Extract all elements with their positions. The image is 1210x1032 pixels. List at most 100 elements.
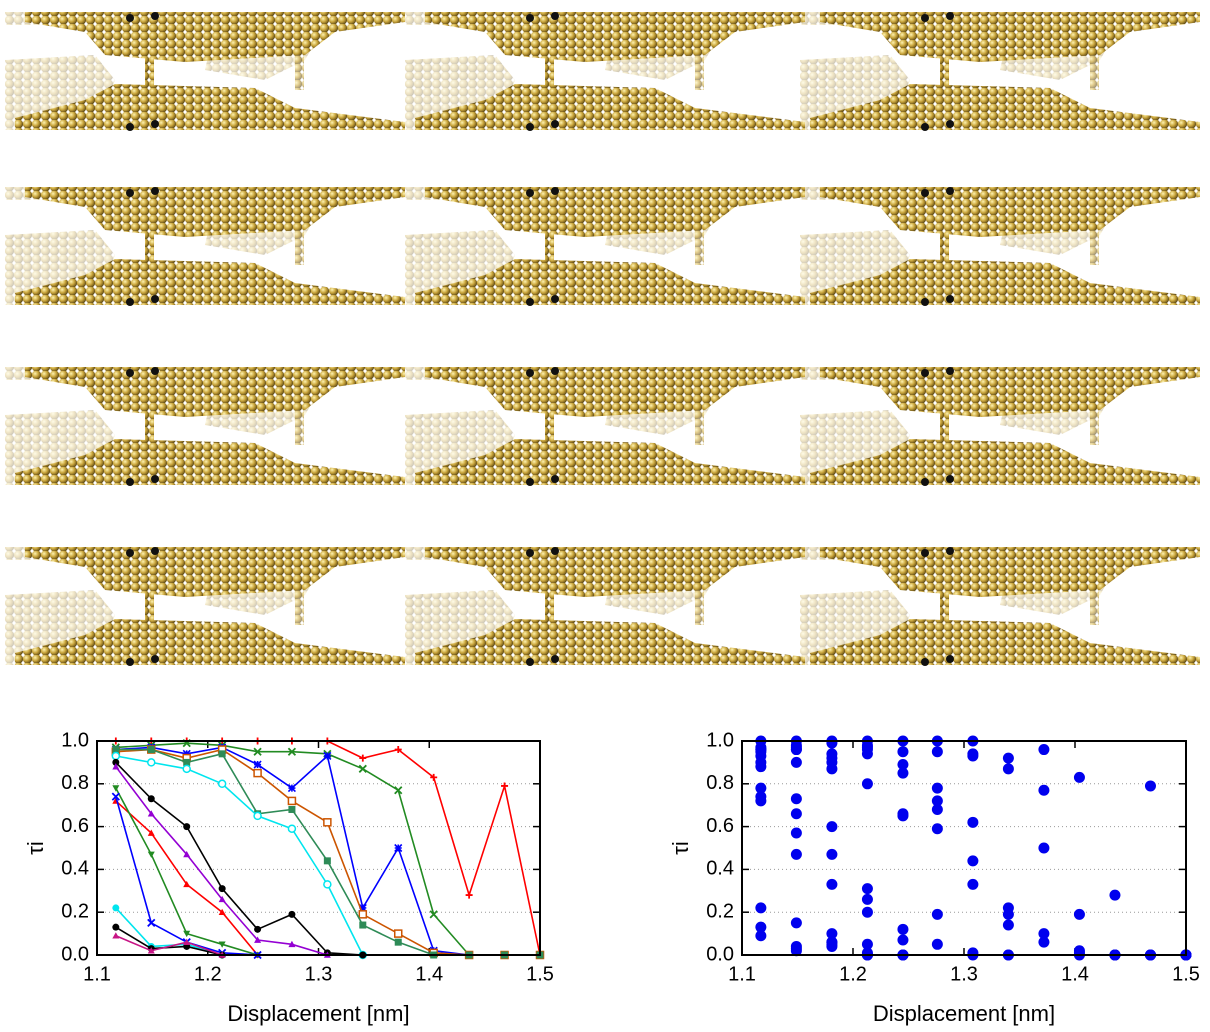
x-tick-label: 1.2 [194, 963, 222, 985]
marker [897, 923, 909, 935]
marker [755, 902, 767, 914]
marker [897, 746, 909, 758]
marker [112, 904, 120, 912]
marker [218, 895, 226, 903]
snapshot [5, 12, 405, 131]
snapshot [800, 547, 1200, 666]
marker [111, 792, 120, 801]
marker [112, 932, 120, 939]
snapshot [405, 547, 805, 666]
series-line [115, 907, 223, 956]
marker [183, 850, 191, 858]
marker [287, 747, 297, 756]
marker [287, 784, 296, 793]
marker [288, 940, 296, 948]
x-axis-label: Displacement [nm] [873, 1001, 1055, 1026]
marker [1109, 889, 1121, 901]
marker [897, 934, 909, 946]
marker [112, 758, 120, 766]
snapshot [800, 187, 1200, 306]
marker [790, 744, 802, 756]
marker [147, 795, 155, 803]
snapshot [5, 547, 405, 666]
x-tick-label: 1.3 [305, 963, 333, 985]
series-line [115, 935, 223, 956]
plot-series [111, 737, 545, 960]
marker [394, 786, 403, 795]
series-line [115, 761, 363, 956]
marker [790, 945, 802, 957]
y-tick-label: 0.4 [61, 858, 89, 880]
marker [323, 857, 331, 865]
marker [147, 829, 155, 836]
y-tick-label: 0.2 [706, 900, 734, 922]
marker [861, 938, 873, 950]
x-tick-label: 1.4 [1061, 963, 1089, 985]
marker [967, 816, 979, 828]
marker [394, 746, 402, 754]
plot-series [755, 735, 1192, 961]
marker [826, 878, 838, 890]
series-line [115, 926, 223, 956]
marker [826, 737, 838, 749]
x-tick-label: 1.1 [728, 963, 756, 985]
marker [1073, 908, 1085, 920]
y-tick-label: 0.2 [61, 900, 89, 922]
marker [1038, 744, 1050, 756]
snapshot [405, 187, 805, 306]
x-tick-label: 1.4 [415, 963, 443, 985]
marker [253, 768, 262, 778]
marker [1038, 784, 1050, 796]
plot-frame [741, 740, 1187, 956]
marker [931, 823, 943, 835]
marker [826, 848, 838, 860]
marker [861, 883, 873, 895]
series-line [115, 755, 364, 956]
marker [112, 746, 120, 754]
marker [359, 921, 367, 929]
marker [755, 921, 767, 933]
marker [147, 851, 155, 858]
marker [826, 821, 838, 833]
marker [323, 880, 332, 889]
marker [147, 758, 156, 767]
marker [755, 930, 767, 942]
marker [931, 803, 943, 815]
snapshot [800, 12, 1200, 131]
marker [183, 758, 191, 766]
marker [254, 925, 262, 933]
marker [147, 746, 155, 754]
marker [1144, 780, 1156, 792]
marker [183, 938, 191, 945]
marker [755, 761, 767, 773]
marker [931, 938, 943, 950]
x-tick-label: 1.3 [950, 963, 978, 985]
marker [931, 782, 943, 794]
marker [897, 767, 909, 779]
marker [218, 885, 226, 893]
marker [218, 908, 226, 915]
marker [288, 805, 296, 813]
marker [254, 936, 262, 943]
marker [755, 782, 767, 794]
marker [394, 843, 403, 853]
snapshots [5, 12, 1200, 666]
marker [1038, 842, 1050, 854]
y-tick-label: 1.0 [61, 729, 89, 751]
marker [861, 906, 873, 918]
y-tick-label: 1.0 [706, 729, 734, 751]
y-tick-label: 0.8 [706, 772, 734, 794]
marker [253, 760, 262, 769]
series-line [115, 748, 540, 956]
marker [861, 748, 873, 760]
marker [253, 747, 262, 756]
x-tick-label: 1.5 [526, 963, 554, 985]
marker [218, 941, 226, 948]
y-axis-label: τi [668, 841, 693, 855]
marker [359, 754, 367, 762]
series-line [115, 740, 541, 956]
y-tick-label: 0.4 [706, 858, 734, 880]
marker [790, 917, 802, 929]
marker [1002, 908, 1014, 920]
marker [218, 750, 226, 758]
